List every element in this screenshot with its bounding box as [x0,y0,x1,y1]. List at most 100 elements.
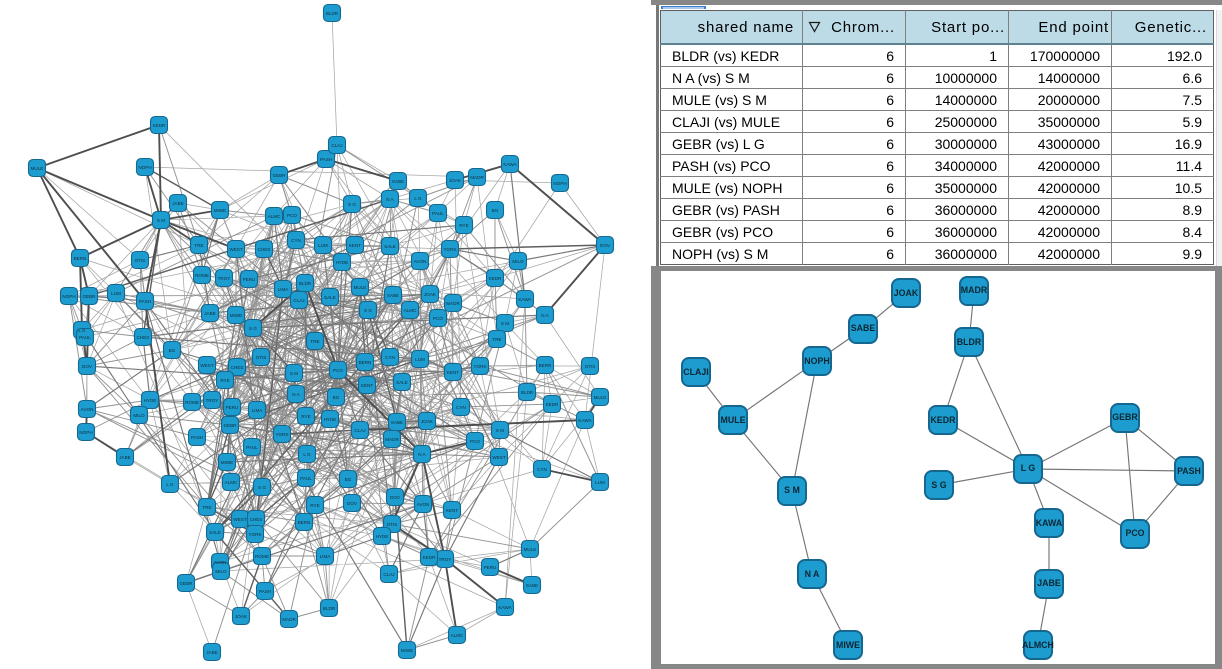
svg-text:MIWE: MIWE [401,648,414,653]
svg-text:MIWE: MIWE [214,208,227,213]
svg-text:BERN: BERN [74,256,87,261]
svg-text:JABE: JABE [206,650,218,655]
svg-text:ALMC: ALMC [451,633,464,638]
svg-text:SALE: SALE [384,244,396,249]
svg-text:KAWA: KAWA [1036,518,1063,528]
svg-text:OTIS: OTIS [256,355,267,360]
svg-text:SABE: SABE [851,323,876,333]
svg-text:MADR: MADR [282,617,296,622]
svg-text:S G: S G [249,326,257,331]
svg-text:MIWE: MIWE [836,640,860,650]
svg-text:PASH: PASH [139,299,151,304]
svg-text:SABE: SABE [392,179,404,184]
svg-text:ALMCH: ALMCH [1022,640,1054,650]
svg-text:MADR: MADR [385,437,399,442]
svg-text:MADR: MADR [446,301,460,306]
svg-text:MILO: MILO [215,569,227,574]
svg-text:KENT: KENT [446,508,458,513]
svg-text:PCO: PCO [333,368,343,373]
svg-text:NOPH: NOPH [804,356,829,366]
svg-text:CHES: CHES [231,365,244,370]
svg-text:CHES: CHES [250,517,263,522]
svg-text:WEST: WEST [492,455,505,460]
svg-text:S M: S M [784,485,800,495]
svg-text:TROY: TROY [439,557,452,562]
svg-text:JABE: JABE [172,201,184,206]
svg-text:RYE: RYE [459,223,468,228]
svg-text:N A: N A [541,313,549,318]
svg-text:MULE: MULE [524,547,537,552]
svg-text:KEDR: KEDR [153,123,166,128]
svg-text:N A: N A [805,569,820,579]
svg-text:LUM: LUM [318,243,328,248]
svg-text:PASH: PASH [191,435,203,440]
svg-text:HYDE: HYDE [376,534,389,539]
svg-text:S M: S M [157,218,165,223]
svg-text:CYN: CYN [456,405,466,410]
svg-text:BERN: BERN [539,363,552,368]
svg-text:CLAJ: CLAJ [293,298,304,303]
svg-text:LIMA: LIMA [278,287,290,292]
svg-text:ALMC: ALMC [225,480,238,485]
svg-text:SABE: SABE [526,583,538,588]
svg-text:JOAK: JOAK [424,292,437,297]
svg-text:SALE: SALE [324,295,336,300]
svg-text:PERU: PERU [484,565,497,570]
svg-text:KENT: KENT [361,383,373,388]
svg-text:KEDR: KEDR [489,276,502,281]
svg-text:KAWA: KAWA [498,605,512,610]
svg-text:AVON: AVON [414,259,427,264]
svg-text:JOAK: JOAK [449,178,462,183]
svg-text:MIWE: MIWE [230,313,243,318]
svg-text:BERN: BERN [298,520,311,525]
svg-text:DOV: DOV [347,501,358,506]
svg-text:PERU: PERU [243,277,256,282]
svg-text:CLAJ: CLAJ [383,572,394,577]
svg-text:BG: BG [492,208,499,213]
svg-text:MILO: MILO [512,259,524,264]
svg-text:DOV: DOV [600,243,611,248]
svg-text:DOV: DOV [390,495,401,500]
svg-text:WEST: WEST [200,363,213,368]
svg-text:L G: L G [303,452,311,457]
svg-text:BERN: BERN [359,360,372,365]
svg-text:ALMC: ALMC [268,214,281,219]
svg-text:CHES: CHES [137,335,150,340]
svg-text:KAWA: KAWA [503,162,517,167]
svg-text:AVON: AVON [81,407,94,412]
svg-text:YORK: YORK [248,532,262,537]
svg-text:PASH: PASH [1177,466,1201,476]
svg-text:PCO: PCO [287,213,297,218]
svg-text:KAWA: KAWA [578,418,592,423]
svg-text:CHES: CHES [258,247,271,252]
svg-text:OTIS: OTIS [387,522,398,527]
svg-text:ROME: ROME [195,273,209,278]
svg-text:BG: BG [333,395,340,400]
svg-text:JABE: JABE [204,311,216,316]
svg-text:LUM: LUM [595,480,605,485]
svg-text:AVON: AVON [417,502,430,507]
svg-text:JABE: JABE [119,455,131,460]
svg-text:PASH: PASH [320,157,332,162]
svg-text:BLDR: BLDR [326,11,339,16]
svg-text:SALE: SALE [209,530,221,535]
svg-text:GEBR: GEBR [272,173,286,178]
svg-text:KEDR: KEDR [931,415,957,425]
svg-text:PAUL: PAUL [79,335,91,340]
svg-text:CYN: CYN [385,355,395,360]
svg-text:TRE: TRE [492,337,501,342]
svg-text:KEDR: KEDR [423,555,436,560]
svg-text:L G: L G [78,328,86,333]
svg-text:BLDR: BLDR [299,281,312,286]
svg-text:S M: S M [290,371,298,376]
svg-text:RYE: RYE [220,378,229,383]
svg-text:NOPH: NOPH [553,181,566,186]
svg-text:GEBR: GEBR [179,581,193,586]
svg-text:HYDE: HYDE [144,398,157,403]
svg-text:TRE: TRE [310,339,319,344]
svg-text:MADR: MADR [961,285,988,295]
svg-text:CYN: CYN [537,467,547,472]
svg-text:ALMC: ALMC [404,308,417,313]
svg-text:PAUL: PAUL [300,476,312,481]
svg-text:KENT: KENT [349,243,361,248]
